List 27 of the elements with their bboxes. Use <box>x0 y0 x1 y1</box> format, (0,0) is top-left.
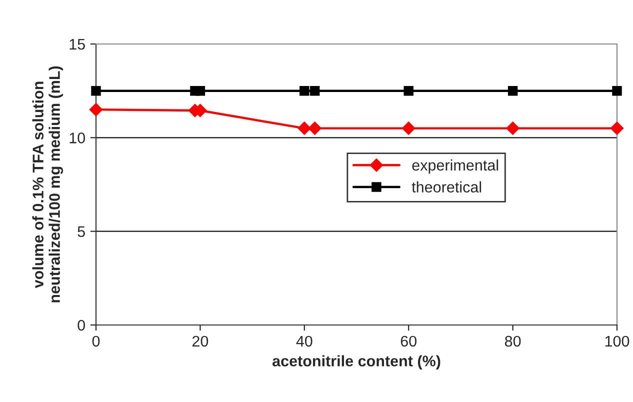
legend-label: experimental <box>412 159 498 174</box>
x-axis-title: acetonitrile content (%) <box>272 355 440 370</box>
y-tick-label: 15 <box>70 39 85 50</box>
point <box>89 102 103 116</box>
y-axis-title: volume of 0.1% TFA solution neutralized/100 mg medium (mL) <box>32 66 64 302</box>
x-tick-label: 80 <box>504 336 521 347</box>
point <box>300 86 310 96</box>
legend-label: theoretical <box>412 181 482 193</box>
point <box>308 122 322 135</box>
point <box>404 86 414 96</box>
x-tick-label: 60 <box>400 336 416 347</box>
point <box>506 122 520 135</box>
y-tick-label: 5 <box>78 226 85 238</box>
point <box>402 122 416 135</box>
point <box>508 86 518 96</box>
x-tick-label: 0 <box>92 336 100 347</box>
x-tick-label: 100 <box>605 336 630 347</box>
point <box>195 86 206 96</box>
x-tick-label: 20 <box>192 336 208 347</box>
y-tick-label: 0 <box>78 320 85 331</box>
point <box>298 122 311 135</box>
point <box>612 86 622 96</box>
point <box>610 122 624 135</box>
x-tick-label: 40 <box>296 336 312 347</box>
point <box>91 86 101 96</box>
y-tick-label: 10 <box>70 132 85 144</box>
point <box>310 86 320 96</box>
